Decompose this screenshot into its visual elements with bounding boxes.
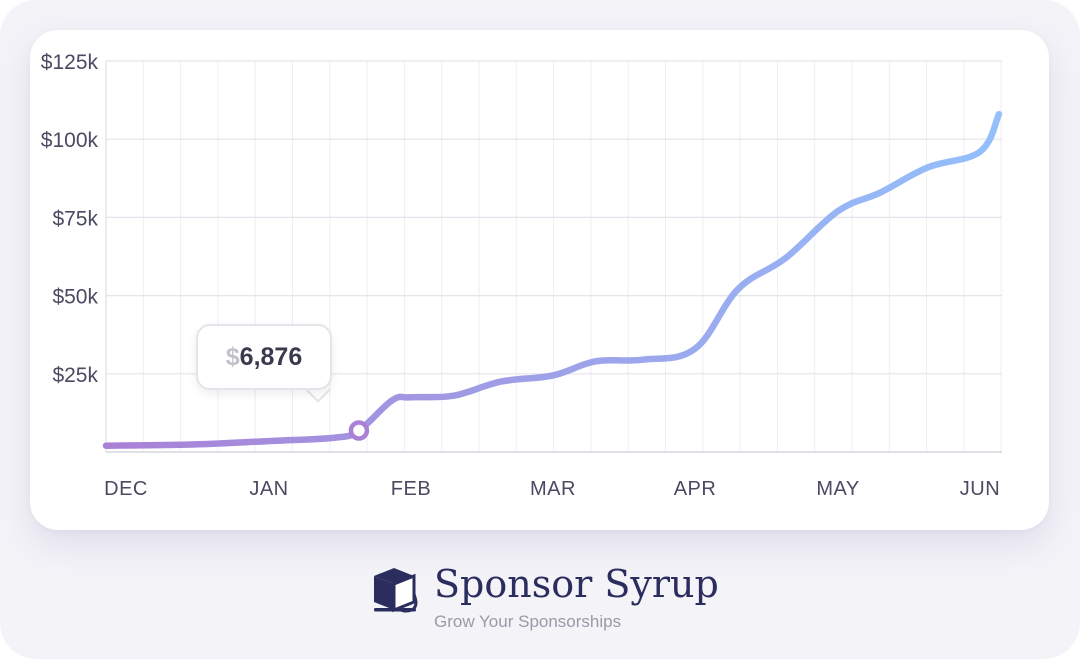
value-tooltip: $6,876 <box>196 324 332 390</box>
brand-footer: Sponsor Syrup Grow Your Sponsorships <box>370 562 730 642</box>
y-tick-label: $50k <box>52 286 98 309</box>
tooltip-value: 6,876 <box>239 342 303 371</box>
x-tick-label: FEB <box>391 478 431 500</box>
syrup-cube-logo-icon <box>374 568 418 613</box>
series-line <box>102 110 1003 449</box>
y-tick-label: $25k <box>52 364 98 387</box>
brand-tagline: Grow Your Sponsorships <box>434 612 622 631</box>
highlight-point[interactable] <box>348 420 370 441</box>
x-tick-label: JUN <box>960 478 1000 500</box>
vertical-gridlines <box>105 61 1002 452</box>
x-tick-label: APR <box>674 478 717 500</box>
y-tick-label: $75k <box>52 207 98 230</box>
y-tick-label: $125k <box>41 51 99 74</box>
tooltip-currency: $ <box>225 342 240 371</box>
x-tick-label: MAR <box>530 478 576 500</box>
y-tick-label: $100k <box>41 129 99 152</box>
x-tick-label: MAY <box>816 478 859 500</box>
y-axis-tick-labels: $25k $50k $75k $100k $125k <box>41 51 99 387</box>
x-axis-tick-labels: DEC JAN FEB MAR APR MAY JUN <box>104 478 1000 500</box>
x-tick-label: DEC <box>104 478 148 500</box>
x-tick-label: JAN <box>249 478 288 500</box>
brand-name: Sponsor Syrup <box>434 562 719 606</box>
